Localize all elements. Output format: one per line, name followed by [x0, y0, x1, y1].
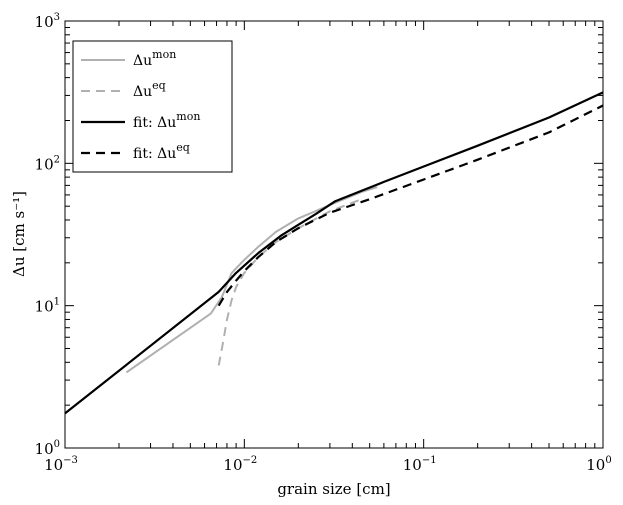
y-tick-label: 100 [35, 439, 60, 458]
x-tick-label: 10−1 [403, 455, 437, 474]
legend: Δumon Δueq fit: Δumon fit: Δueq [72, 40, 233, 173]
legend-label-0: Δumon [133, 48, 176, 69]
series-line-0 [125, 186, 378, 374]
tick-label-layer: 10−3 10−2 10−1 100 100 101 102 103 [35, 12, 612, 474]
plot-frame [64, 20, 604, 449]
series-line-1 [217, 198, 362, 366]
y-tick-label: 103 [35, 12, 60, 31]
series-line-2 [64, 91, 604, 415]
y-tick-label: 102 [35, 154, 60, 173]
legend-box [72, 40, 233, 173]
x-tick-label: 100 [586, 455, 611, 474]
legend-label-2: fit: Δumon [133, 110, 200, 131]
tick-layer [64, 20, 604, 449]
legend-label-3: fit: Δueq [133, 141, 190, 162]
y-tick-label: 101 [35, 297, 60, 316]
x-tick-label: 10−2 [223, 455, 257, 474]
x-tick-label: 10−3 [44, 455, 78, 474]
series-line-3 [217, 104, 604, 307]
legend-label-1: Δueq [133, 79, 166, 100]
y-axis-label: Δu [cm s⁻¹] [10, 191, 28, 277]
series-layer [64, 91, 604, 415]
x-axis-label: grain size [cm] [277, 480, 390, 498]
